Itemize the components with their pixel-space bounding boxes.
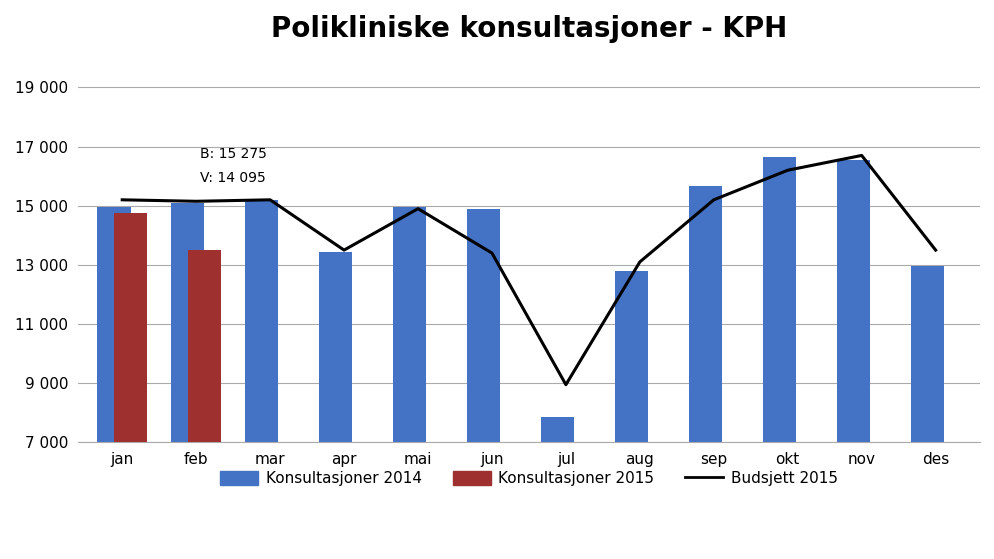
Bar — [171, 203, 205, 559]
Bar — [245, 200, 278, 559]
Bar — [393, 207, 425, 559]
Bar — [836, 160, 869, 559]
Title: Polikliniske konsultasjoner - KPH: Polikliniske konsultasjoner - KPH — [270, 15, 786, 43]
Text: V: 14 095: V: 14 095 — [200, 171, 265, 185]
Bar — [762, 157, 795, 559]
Bar — [614, 271, 647, 559]
Text: B: 15 275: B: 15 275 — [200, 148, 266, 162]
Bar — [466, 209, 500, 559]
Bar — [688, 187, 722, 559]
Bar — [97, 207, 130, 559]
Legend: Konsultasjoner 2014, Konsultasjoner 2015, Budsjett 2015: Konsultasjoner 2014, Konsultasjoner 2015… — [214, 465, 843, 492]
Bar — [910, 266, 943, 559]
Bar — [113, 213, 147, 559]
Bar — [541, 417, 574, 559]
Bar — [319, 252, 352, 559]
Bar — [188, 250, 221, 559]
